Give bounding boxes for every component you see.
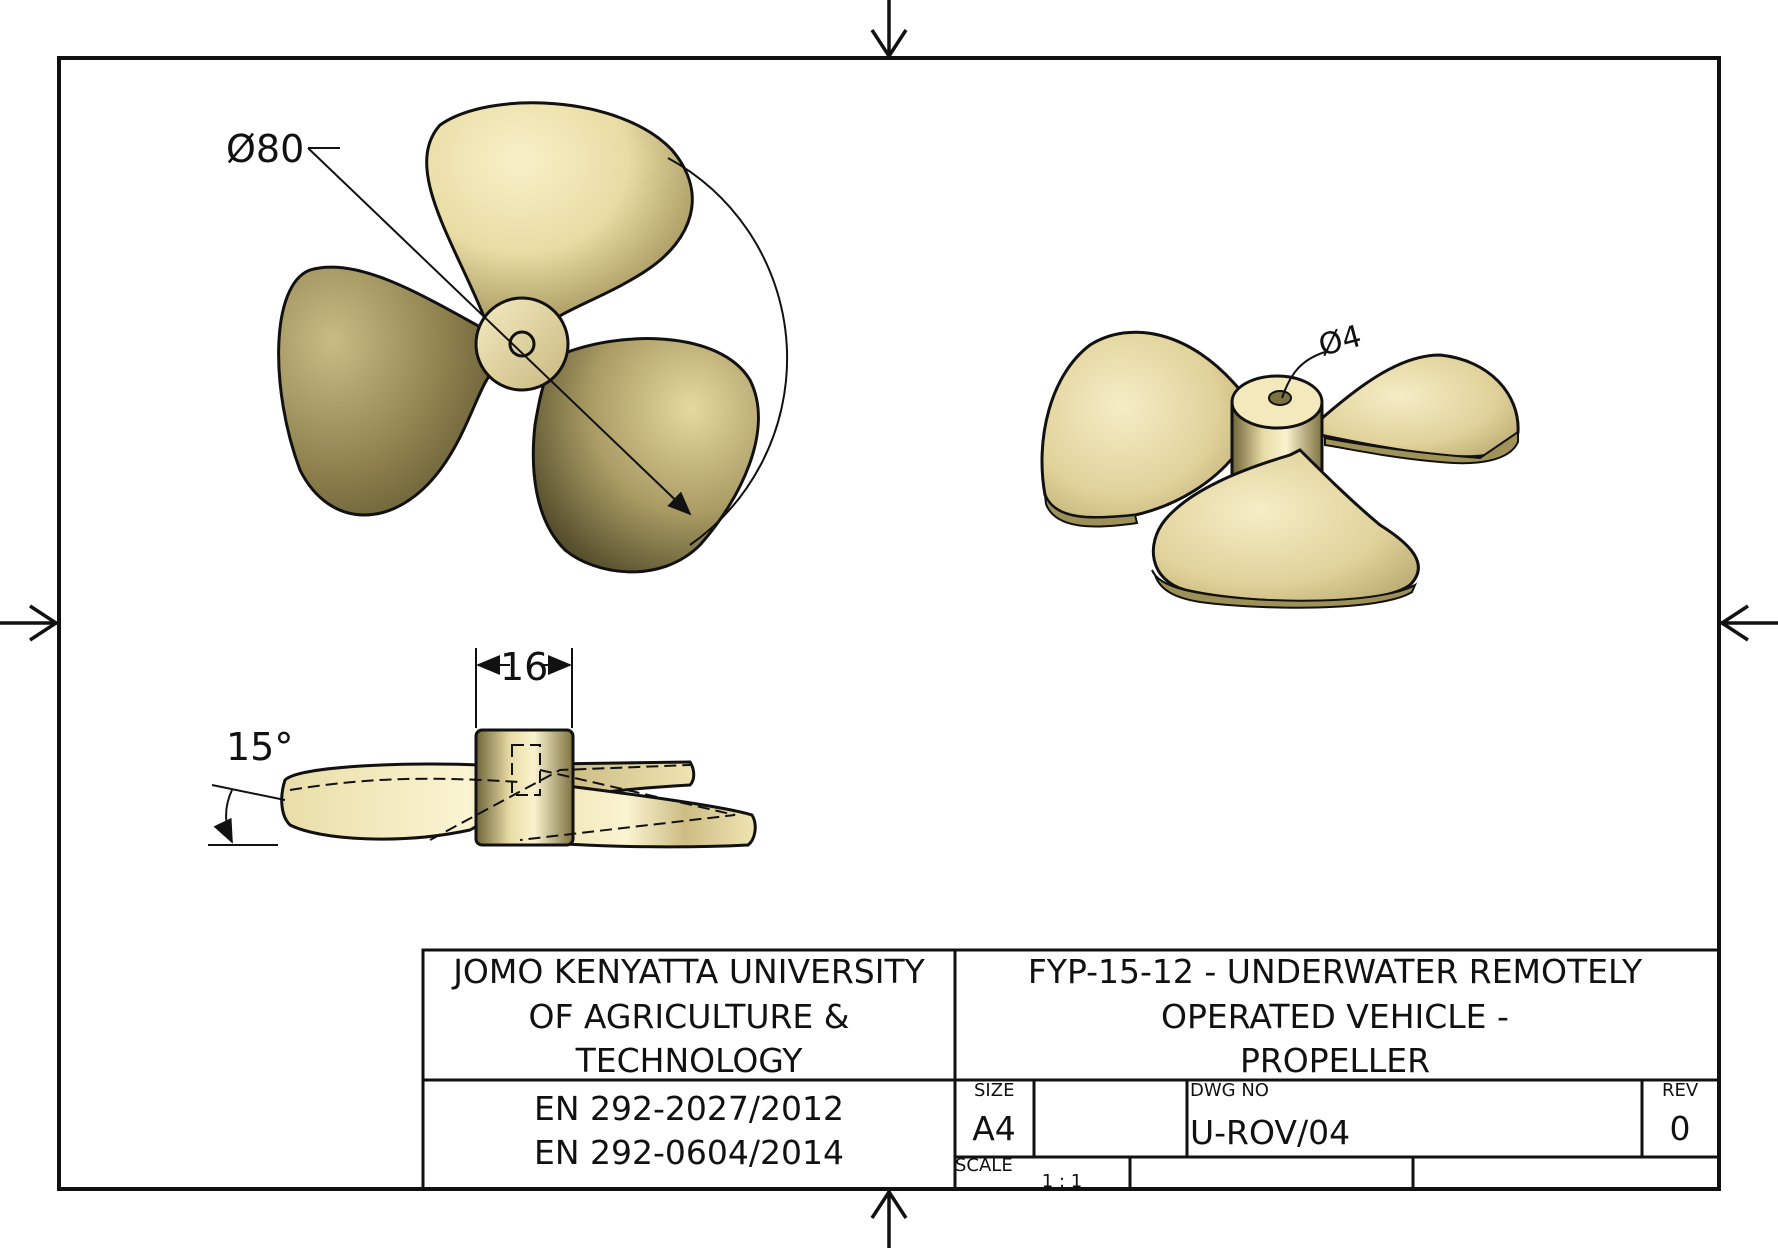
dwg-value: U-ROV/04 <box>1190 1113 1350 1152</box>
rev-value: 0 <box>1670 1109 1691 1148</box>
front-blade-top <box>425 101 694 334</box>
title-block-text: JOMO KENYATTA UNIVERSITY OF AGRICULTURE … <box>451 952 1699 1192</box>
side-view-propeller: 16 15° <box>208 645 757 849</box>
scale-value: 1 : 1 <box>1042 1171 1082 1192</box>
diameter-leader <box>307 147 692 516</box>
hidden-lines <box>289 744 736 841</box>
angle-ref <box>211 784 286 801</box>
org-line-3: TECHNOLOGY <box>575 1041 804 1080</box>
iso-blade-left-edge <box>1044 494 1139 528</box>
title-line-2: OPERATED VEHICLE - <box>1161 997 1509 1036</box>
diameter-arc <box>667 157 789 546</box>
side-hub <box>474 728 575 847</box>
scale-label: SCALE <box>955 1155 1013 1176</box>
iso-blade-front-edge <box>1151 569 1418 609</box>
title-block <box>421 948 1721 1191</box>
rev-label: REV <box>1662 1080 1699 1101</box>
dwg-label: DWG NO <box>1190 1080 1269 1101</box>
front-hub <box>474 296 570 392</box>
bore-leader <box>1281 351 1326 399</box>
reg-number-2: EN 292-0604/2014 <box>534 1133 844 1172</box>
bore-label: Ø4 <box>1315 319 1365 364</box>
front-blade-left <box>277 265 497 517</box>
reg-number-1: EN 292-2027/2012 <box>534 1089 844 1128</box>
angle-arc <box>213 789 233 844</box>
front-view-propeller: Ø80 <box>226 101 789 574</box>
front-blade-right <box>531 337 760 574</box>
size-value: A4 <box>972 1109 1016 1148</box>
front-bore <box>508 330 536 358</box>
org-line-1: JOMO KENYATTA UNIVERSITY <box>451 952 925 991</box>
org-line-2: OF AGRICULTURE & <box>528 997 849 1036</box>
iso-view-propeller: Ø4 <box>1040 319 1520 609</box>
iso-bore <box>1268 390 1292 406</box>
angle-label: 15° <box>226 725 293 769</box>
title-line-3: PROPELLER <box>1240 1041 1430 1080</box>
diameter-label: Ø80 <box>226 127 304 171</box>
size-label: SIZE <box>974 1080 1014 1101</box>
width-label: 16 <box>500 645 548 689</box>
iso-blade-left <box>1040 330 1242 520</box>
side-blade-right <box>518 778 757 849</box>
title-line-1: FYP-15-12 - UNDERWATER REMOTELY <box>1028 952 1643 991</box>
iso-blade-right-edge <box>1324 430 1519 465</box>
